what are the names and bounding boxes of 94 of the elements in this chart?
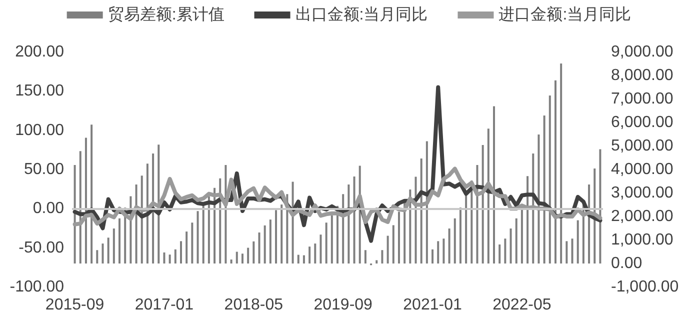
y2-tick-label: 0.00: [611, 255, 642, 272]
x-tick-label: 2017-01: [134, 296, 194, 314]
bar: [174, 249, 176, 264]
y2-tick-label: 5,000.00: [611, 138, 674, 154]
bar: [392, 225, 394, 264]
x-tick-label: 2022-05: [492, 296, 552, 314]
bar: [348, 184, 350, 264]
bar: [325, 222, 328, 264]
bar: [230, 260, 232, 264]
bar: [381, 250, 384, 264]
y2-tick-label: 8,000.00: [611, 67, 674, 84]
y-tick-label: 50.00: [24, 161, 64, 178]
bar: [280, 204, 283, 264]
bar: [576, 220, 579, 264]
legend-label: 进口金额:当月同比: [498, 6, 632, 24]
bar: [252, 241, 255, 264]
bar: [269, 220, 272, 264]
y-tick-label: -50.00: [18, 239, 64, 256]
x-tick-label: 2018-05: [224, 296, 284, 314]
bar: [543, 115, 546, 264]
bar: [163, 252, 166, 264]
bar: [168, 254, 171, 264]
bar: [90, 124, 93, 264]
x-tick-label: 2015-09: [45, 296, 104, 314]
bar: [180, 241, 182, 264]
bar: [498, 244, 501, 264]
y2-tick-label: 4,000.00: [611, 161, 674, 178]
y2-tick-label: 9,000.00: [611, 44, 674, 60]
bar: [566, 241, 568, 264]
bar: [152, 154, 154, 264]
bar: [258, 232, 260, 264]
bar: [330, 215, 333, 264]
x-tick-label: 2019-09: [314, 296, 373, 314]
bar: [548, 95, 551, 264]
bar: [241, 254, 244, 264]
bar: [196, 211, 199, 264]
bar: [364, 250, 366, 264]
bar: [442, 238, 445, 264]
bar: [493, 106, 496, 264]
bar: [398, 212, 400, 264]
bar: [79, 151, 82, 264]
bar: [599, 149, 602, 264]
bar: [526, 176, 529, 264]
bar: [112, 228, 115, 264]
bar: [510, 228, 512, 264]
bar: [202, 204, 204, 264]
bar: [504, 238, 506, 264]
bar: [107, 238, 110, 264]
y2-tick-label: 3,000.00: [611, 184, 674, 202]
bar: [84, 138, 87, 264]
y2-tick-label: 1,000.00: [611, 232, 674, 248]
bar: [102, 244, 104, 264]
x-tick-label: 2021-01: [403, 296, 462, 314]
bar: [247, 248, 250, 264]
bar: [459, 208, 462, 264]
bar: [314, 244, 316, 264]
bar: [186, 232, 188, 264]
y2-tick-label: 6,000.00: [611, 114, 674, 131]
bar: [487, 128, 490, 264]
bar: [432, 249, 434, 264]
bar: [571, 238, 574, 264]
y-tick-label: 100.00: [15, 122, 64, 139]
bar: [554, 80, 556, 264]
bar: [320, 234, 322, 264]
bar: [437, 241, 440, 264]
y2-tick-label: 7,000.00: [611, 90, 674, 108]
bar: [146, 164, 148, 264]
legend-label: 贸易差额:累计值: [108, 6, 224, 24]
bar: [560, 64, 562, 264]
y-tick-label: 200.00: [15, 44, 64, 60]
y2-tick-label: 2,000.00: [611, 208, 674, 225]
bar: [353, 176, 356, 264]
bar: [236, 252, 238, 264]
y-tick-label: 0.00: [32, 200, 64, 218]
bar: [264, 225, 266, 264]
y2-tick-label: -1,000.00: [611, 278, 679, 296]
bar: [515, 218, 518, 264]
y-tick-label: 150.00: [15, 82, 64, 100]
bar: [448, 228, 450, 264]
bar: [302, 255, 305, 264]
bar: [275, 210, 278, 264]
bar: [454, 218, 456, 264]
bar: [386, 236, 389, 264]
line-series: [72, 166, 602, 226]
bar: [191, 222, 194, 264]
bar: [118, 218, 121, 264]
bar: [538, 134, 540, 264]
bar: [96, 250, 98, 264]
y-tick-label: -100.00: [10, 278, 64, 296]
bar: [308, 246, 311, 264]
bar: [297, 254, 300, 264]
legend-label: 出口金额:当月同比: [295, 6, 428, 24]
bar: [208, 196, 210, 264]
bar: [376, 260, 378, 264]
